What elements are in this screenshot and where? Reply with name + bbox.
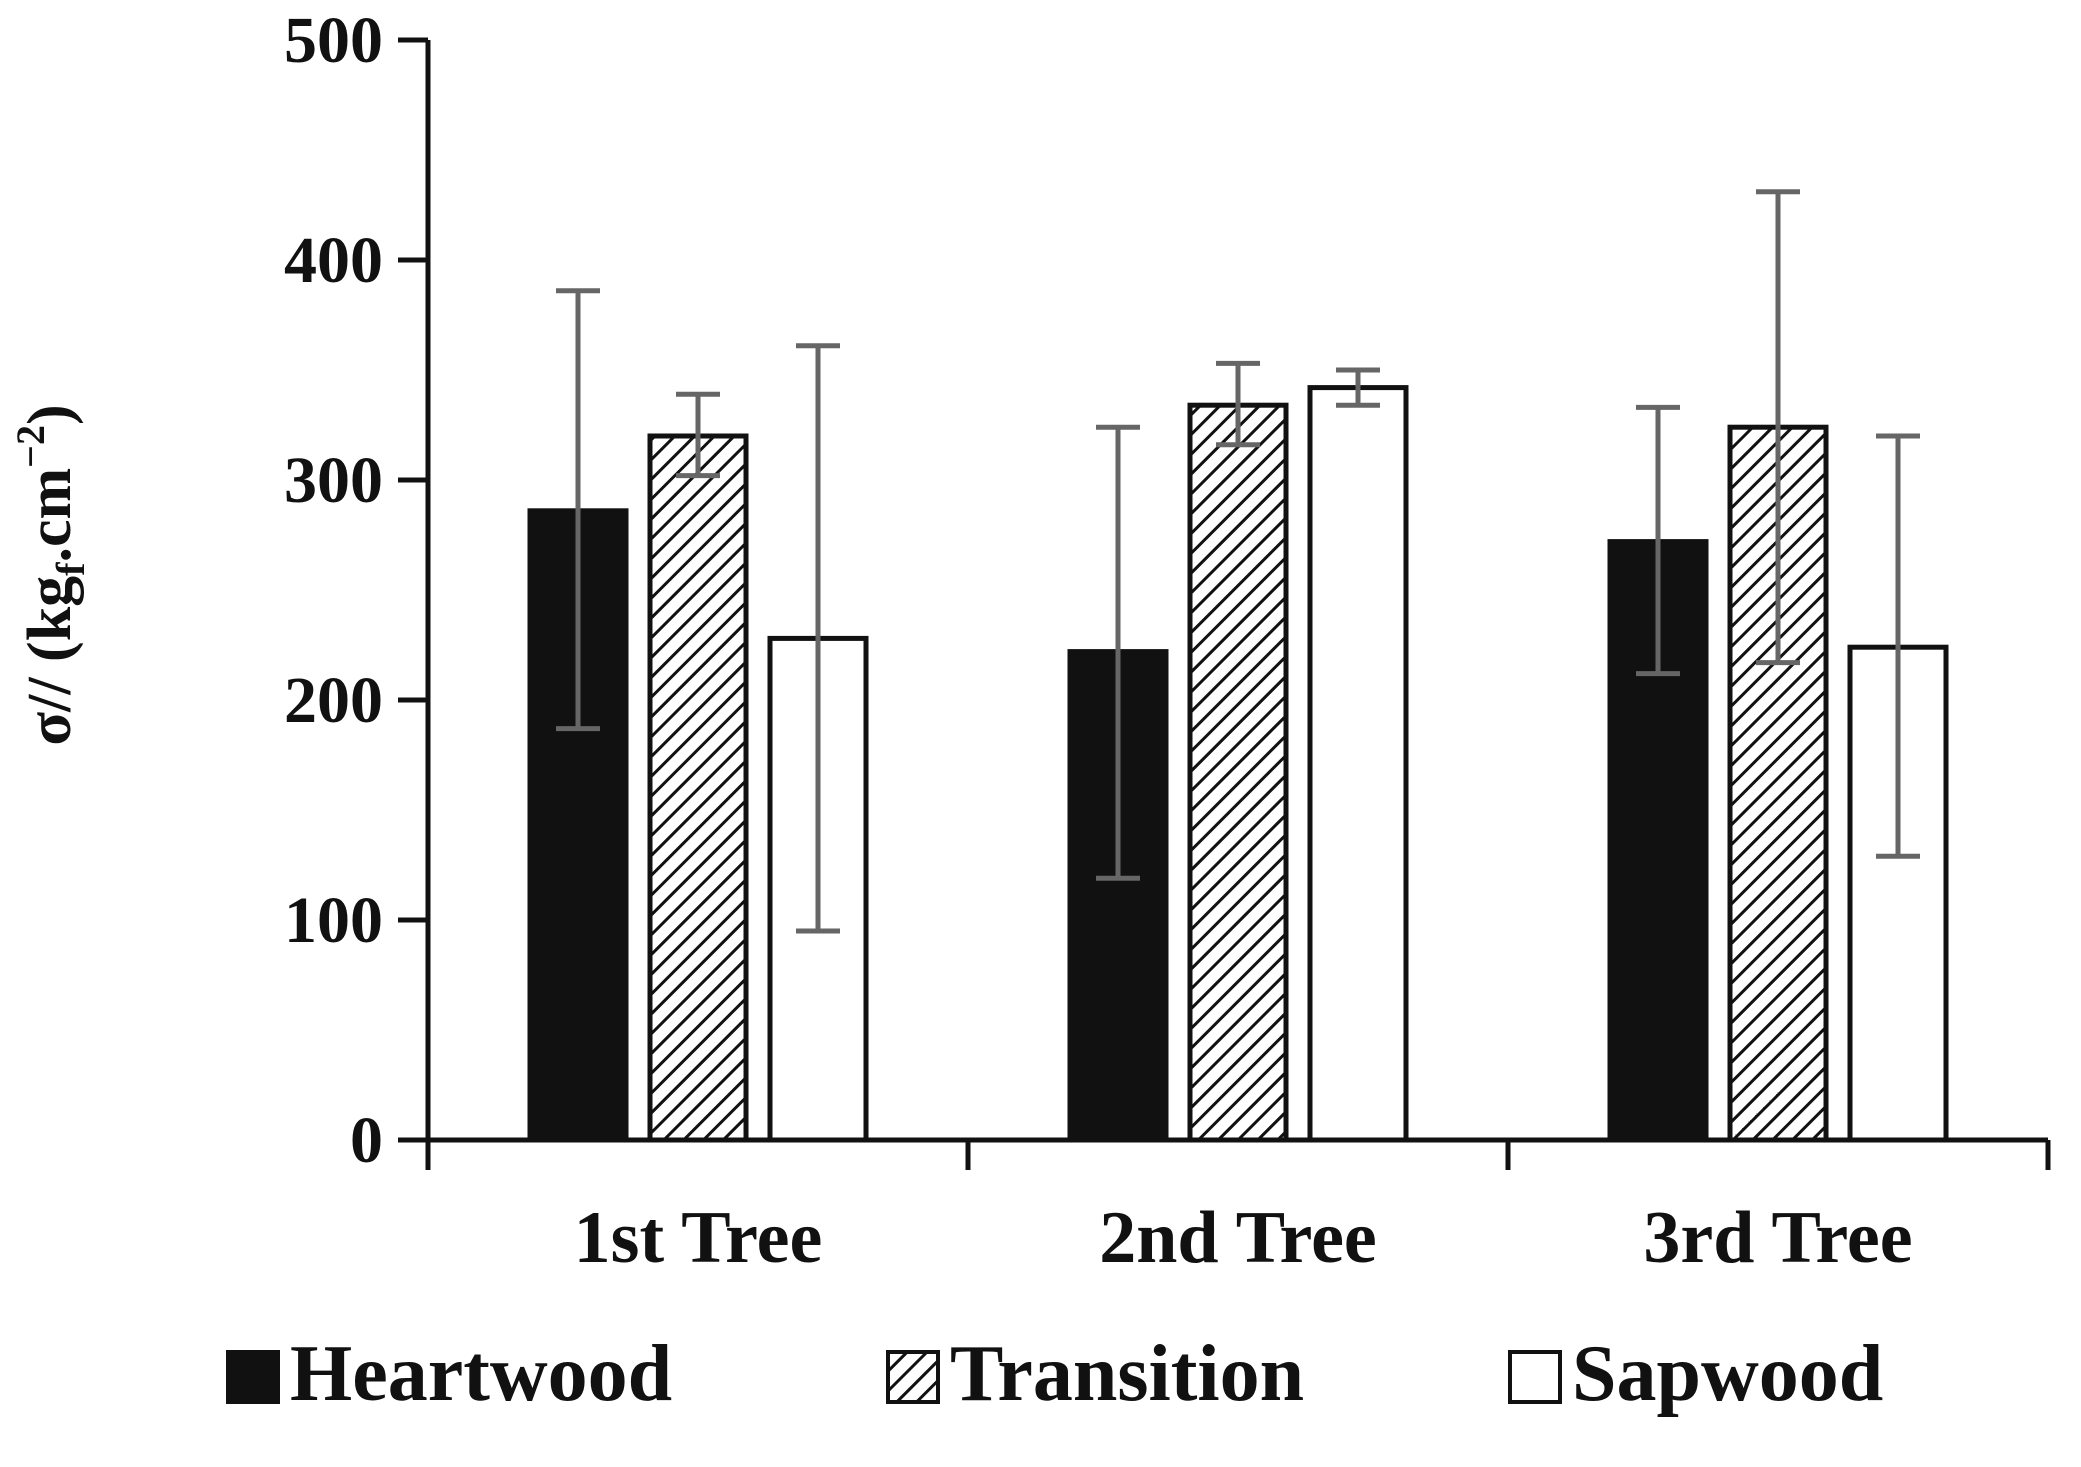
y-axis-title: σ// (kgf.cm−2)	[8, 404, 93, 745]
y-axis-title-end: )	[16, 404, 84, 425]
y-tick-label: 100	[284, 884, 383, 957]
category-labels: 1st Tree 2nd Tree 3rd Tree	[574, 1197, 1913, 1279]
legend: Heartwood Transition Sapwood	[226, 1330, 1883, 1418]
y-axis-title-middle: .cm	[16, 468, 84, 563]
svg-text:σ// (kgf.cm−2): σ// (kgf.cm−2)	[8, 404, 93, 745]
legend-swatch-transition	[886, 1350, 940, 1404]
y-axis-title-main: σ// (kg	[16, 576, 84, 746]
y-tick-labels: 0 100 200 300 400 500	[284, 4, 383, 1177]
y-axis-title-subscript: f	[48, 562, 93, 576]
y-tick-label: 300	[284, 444, 383, 517]
category-label: 1st Tree	[574, 1197, 823, 1279]
category-label: 3rd Tree	[1643, 1197, 1912, 1279]
error-bars-group	[556, 189, 1920, 934]
y-tick-label: 400	[284, 224, 383, 297]
bars-group	[527, 385, 1949, 1143]
bar-transition-2	[1187, 402, 1289, 1143]
legend-label-heartwood: Heartwood	[290, 1330, 672, 1418]
bar-transition-1	[647, 433, 749, 1143]
legend-label-sapwood: Sapwood	[1572, 1330, 1883, 1418]
y-tick-label: 0	[350, 1104, 383, 1177]
legend-swatch-sapwood	[1508, 1350, 1562, 1404]
legend-swatch-heartwood	[226, 1350, 280, 1404]
y-axis-title-superscript: −2	[8, 425, 53, 468]
y-tick-label: 200	[284, 664, 383, 737]
legend-label-transition: Transition	[950, 1330, 1304, 1418]
category-label: 2nd Tree	[1099, 1197, 1377, 1279]
y-tick-label: 500	[284, 4, 383, 77]
bar-sapwood-2	[1307, 385, 1409, 1143]
